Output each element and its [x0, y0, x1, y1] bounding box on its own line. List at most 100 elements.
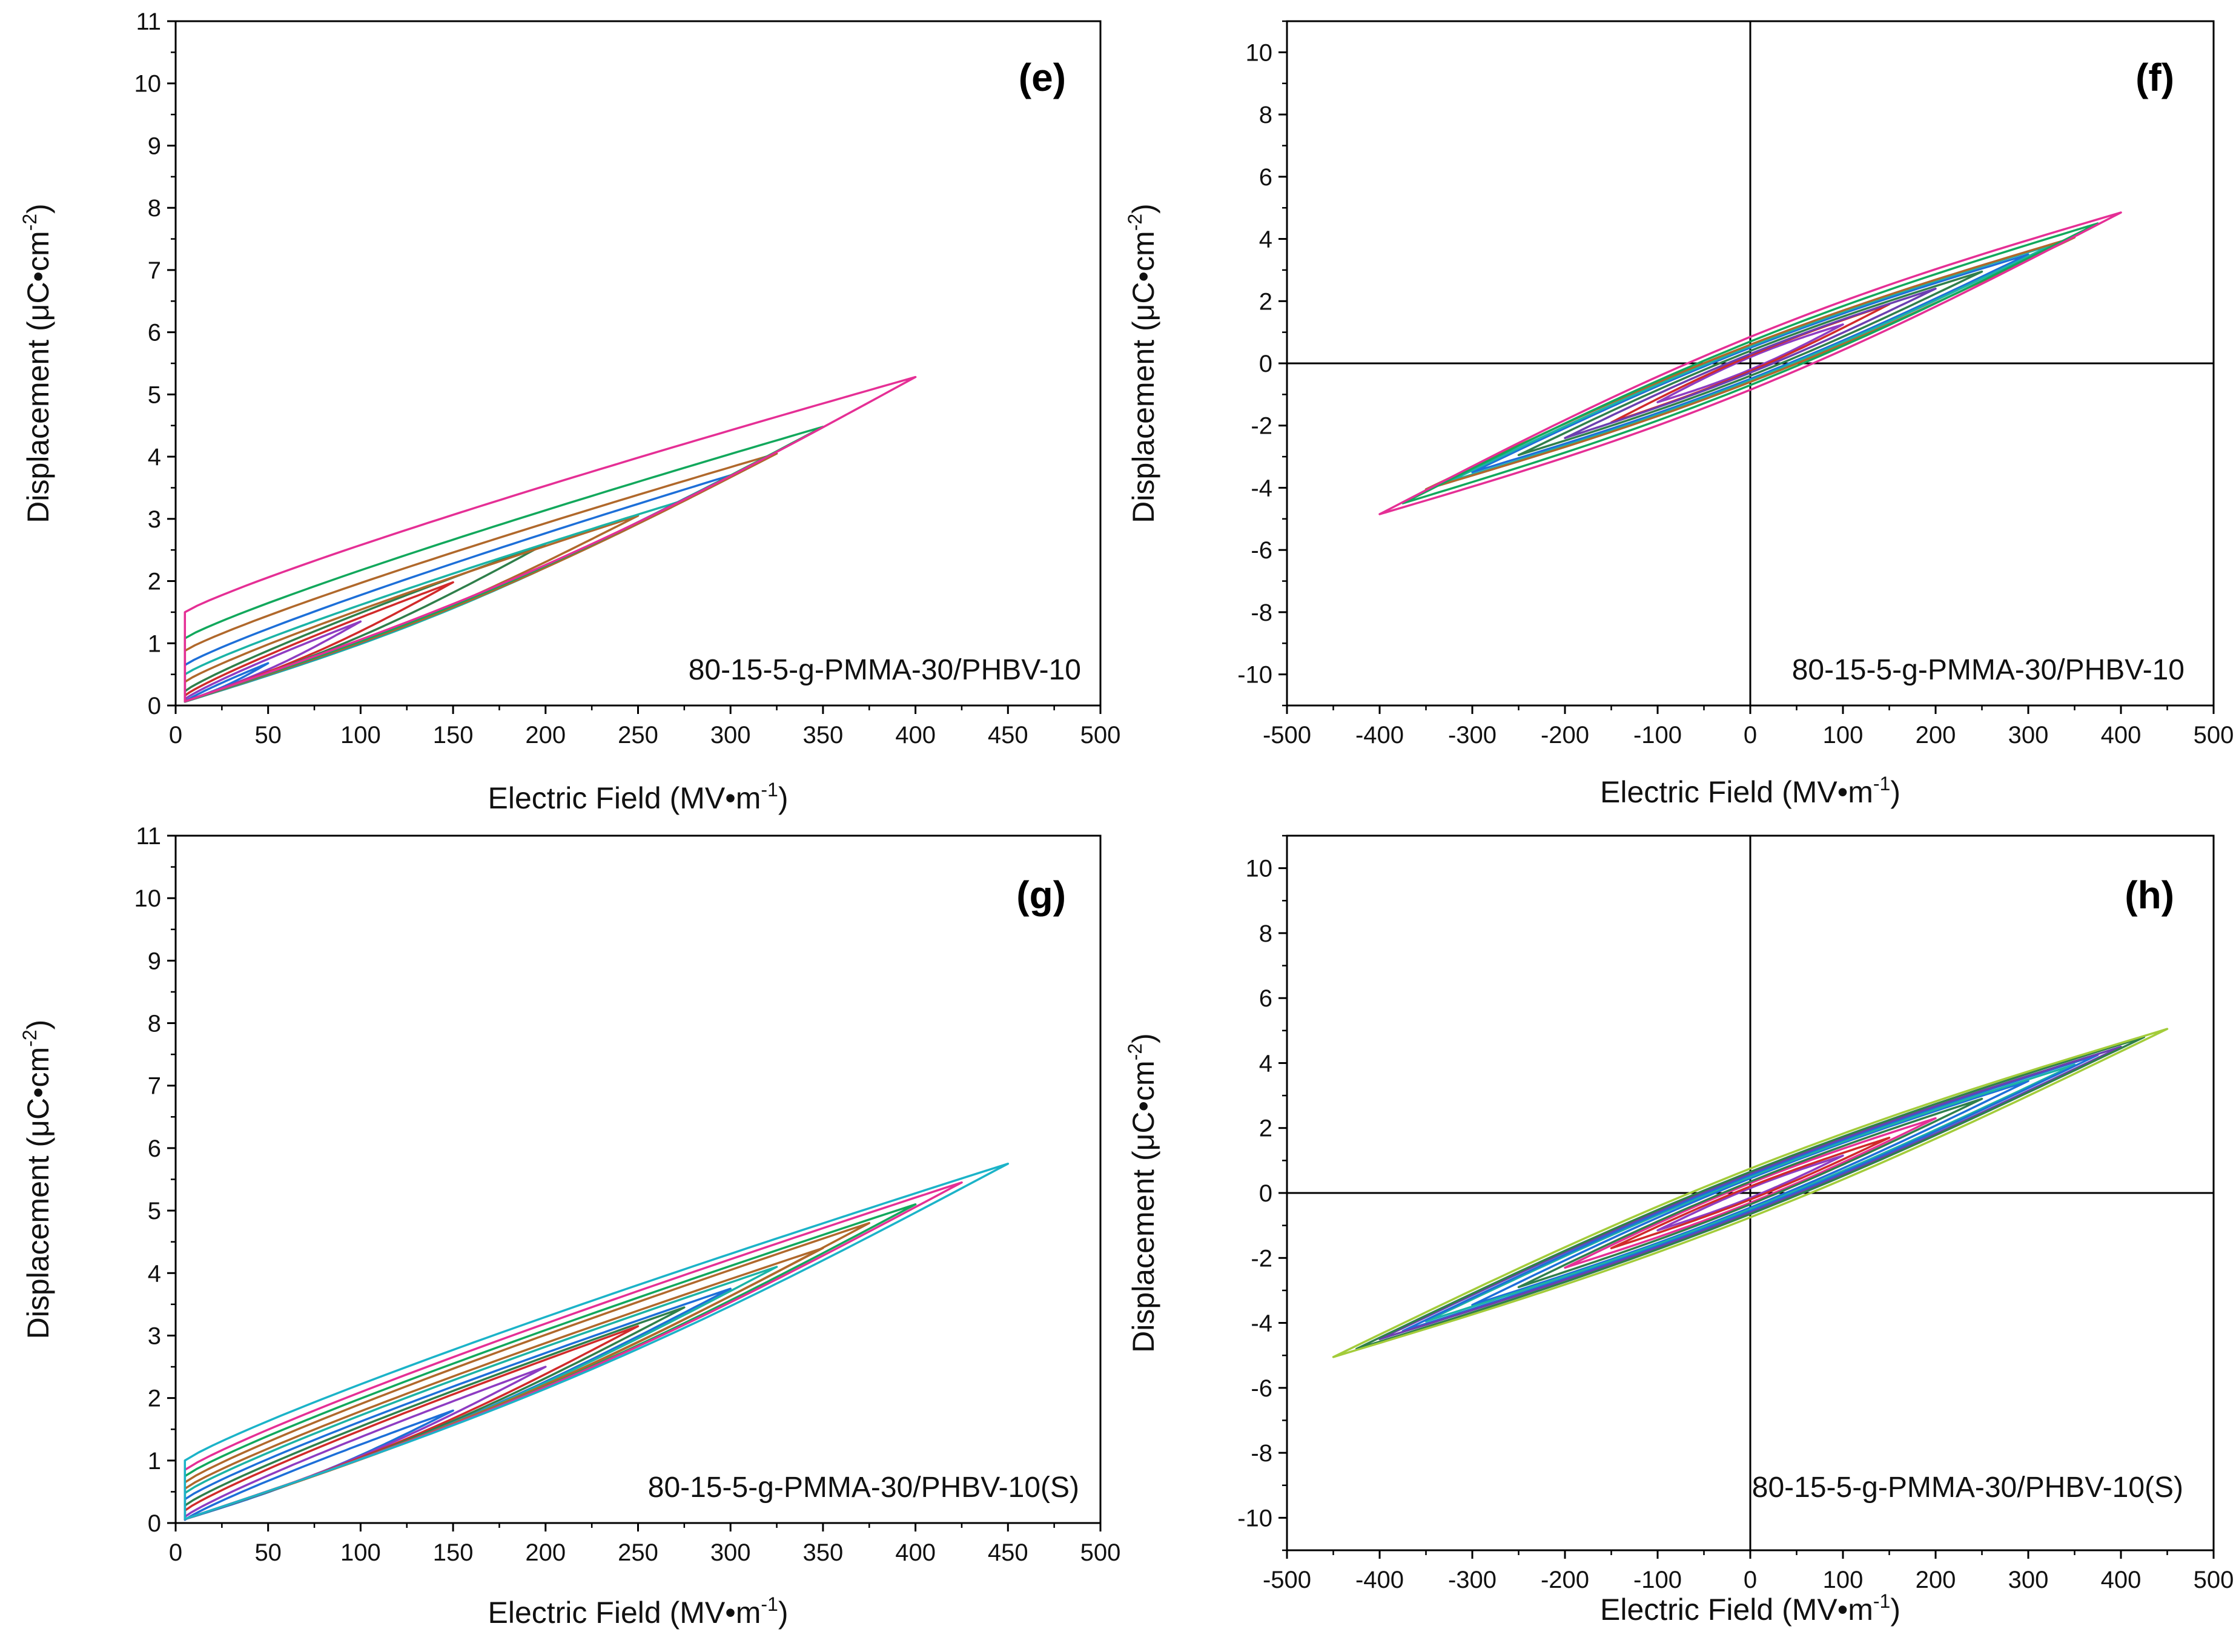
y-tick-label: 11 [136, 8, 161, 35]
x-tick-label: -200 [1541, 722, 1589, 748]
x-axis-title-main: Electric Field (MV•m [488, 1596, 761, 1630]
y-tick-label: 2 [148, 569, 161, 595]
x-axis-title: Electric Field (MV•m-1) [488, 779, 789, 815]
x-tick-label: 150 [433, 722, 474, 748]
series-loop-400 [1378, 211, 2122, 515]
y-tick-label: 6 [148, 1135, 161, 1162]
x-axis-title: Electric Field (MV•m-1) [1600, 773, 1900, 809]
y-tick-label: -10 [1237, 662, 1272, 689]
x-axis-title-end: ) [1890, 775, 1900, 809]
x-axis-title: Electric Field (MV•m-1) [488, 1593, 789, 1630]
x-tick-label: 450 [988, 722, 1028, 748]
y-tick-label: 6 [1259, 164, 1272, 191]
panel-label: (g) [1016, 873, 1066, 917]
series-loop-100 [1656, 1154, 1844, 1232]
panel-f: -500 -400 -300 -200 -100 0 100 200 300 400 500-10-… [1124, 20, 2234, 809]
x-tick-label: 50 [254, 722, 282, 748]
y-axis-title-main: Displacement (μC•cm [21, 231, 55, 523]
y-tick-label: -2 [1251, 1245, 1272, 1272]
x-tick-label: -500 [1263, 722, 1311, 748]
x-tick-label: 0 [169, 1539, 182, 1566]
y-tick-label: -4 [1251, 475, 1272, 501]
sample-label: 80-15-5-g-PMMA-30/PHBV-10 [1792, 654, 2185, 686]
x-axis-title-sup: -1 [761, 1593, 778, 1615]
y-axis-title-end: ) [21, 1020, 55, 1030]
x-tick-label: -300 [1448, 722, 1497, 748]
series-loop-350 [184, 426, 824, 703]
x-tick-label: 400 [2101, 1567, 2142, 1593]
x-tick-label: -400 [1355, 722, 1404, 748]
y-tick-label: 3 [148, 1323, 161, 1349]
y-tick-label: 10 [134, 885, 162, 912]
y-tick-label: 0 [148, 693, 161, 719]
y-tick-label: 8 [1259, 920, 1272, 947]
x-tick-label: 500 [2194, 1567, 2234, 1593]
series-loop-350 [1424, 1063, 2076, 1323]
y-tick-label: 4 [148, 1260, 161, 1287]
series-loop-200 [1564, 1117, 1937, 1269]
x-axis-title-sup: -1 [761, 779, 778, 801]
x-tick-label: 0 [1744, 1567, 1757, 1593]
sample-label: 80-15-5-g-PMMA-30/PHBV-10(S) [1752, 1472, 2183, 1504]
x-tick-label: 100 [1823, 1567, 1864, 1593]
x-tick-label: 100 [340, 722, 381, 748]
x-tick-label: 450 [988, 1539, 1028, 1566]
y-tick-label: 3 [148, 506, 161, 533]
x-tick-label: 500 [1080, 1539, 1121, 1566]
series-loop-100 [1656, 323, 1844, 403]
x-axis-title-sup: -1 [1873, 1590, 1890, 1612]
y-tick-label: 0 [148, 1510, 161, 1537]
y-tick-label: 2 [1259, 1115, 1272, 1142]
y-tick-label: -6 [1251, 1375, 1272, 1402]
y-tick-label: -10 [1237, 1505, 1272, 1531]
y-axis-title-sup: -2 [1124, 214, 1146, 231]
x-tick-label: 350 [803, 1539, 844, 1566]
x-tick-label: 250 [618, 1539, 658, 1566]
x-axis-title-main: Electric Field (MV•m [1600, 1593, 1873, 1627]
x-tick-label: 300 [2008, 1567, 2049, 1593]
panel-label: (e) [1019, 56, 1066, 99]
series-loop-300 [1471, 1080, 2029, 1306]
series-loop-150 [184, 581, 454, 702]
y-tick-label: 8 [148, 1011, 161, 1037]
y-axis-title-sup: -2 [1124, 1043, 1146, 1060]
series-group [184, 1162, 1010, 1521]
y-tick-label: -6 [1251, 537, 1272, 564]
y-axis-title-sup: -2 [19, 1029, 41, 1046]
y-axis-title-end: ) [1126, 1033, 1160, 1043]
x-axis-title-end: ) [778, 1596, 789, 1630]
x-tick-label: -400 [1355, 1567, 1404, 1593]
y-axis-title: Displacement (μC•cm-2) [19, 203, 55, 523]
y-tick-label: 4 [1259, 226, 1272, 253]
x-axis-title-sup: -1 [1873, 773, 1890, 795]
panel-label: (h) [2125, 873, 2174, 917]
y-tick-label: 8 [148, 195, 161, 222]
x-tick-label: 0 [169, 722, 182, 748]
y-tick-label: -2 [1251, 413, 1272, 440]
y-tick-label: 0 [1259, 1180, 1272, 1207]
x-tick-label: 250 [618, 722, 658, 748]
series-loop-450 [1332, 1028, 2169, 1358]
x-tick-label: 50 [254, 1539, 282, 1566]
y-tick-label: 9 [148, 948, 161, 974]
y-tick-label: 5 [148, 382, 161, 408]
series-group [1378, 211, 2122, 515]
y-tick-label: 7 [148, 257, 161, 284]
panel-h: -500 -400 -300 -200 -100 0 100 200 300 400 500-10-… [1124, 834, 2234, 1627]
x-tick-label: 200 [525, 722, 566, 748]
x-tick-label: 400 [2101, 722, 2142, 748]
series-loop-300 [1471, 253, 2029, 474]
y-axis-title: Displacement (μC•cm-2) [19, 1020, 55, 1340]
x-tick-label: 150 [433, 1539, 474, 1566]
series-loop-250 [1517, 270, 1983, 457]
y-axis-title-main: Displacement (μC•cm [1126, 231, 1160, 523]
y-tick-label: 9 [148, 133, 161, 159]
series-loop-400 [184, 375, 917, 702]
y-tick-label: 10 [1246, 856, 1273, 882]
panel-e: 0 50 100 150 200 250 300 350 400 450 500 0 1 2 3 4 5 6 7 8 9… [19, 8, 1120, 815]
series-loop-150 [1610, 1137, 1891, 1249]
panel-g: 0 50 100 150 200 250 300 350 400 450 500 0 1 2 3 4 5 6 7 8 9… [19, 823, 1120, 1630]
x-tick-label: 500 [2194, 722, 2234, 748]
series-group [1332, 1028, 2169, 1358]
